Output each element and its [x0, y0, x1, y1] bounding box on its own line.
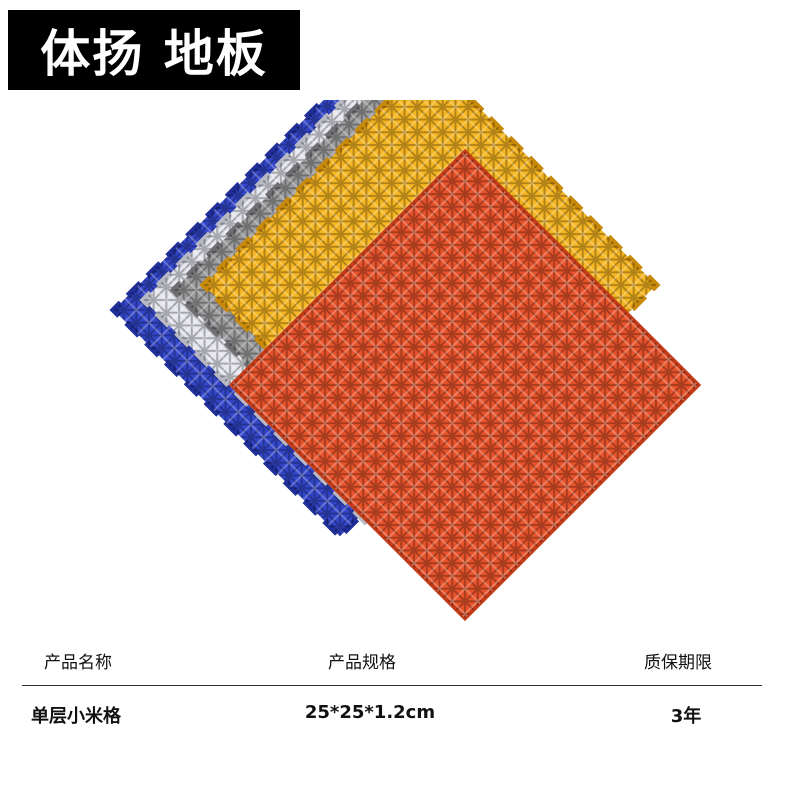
product-image: [109, 100, 702, 622]
table-cell: 25*25*1.2cm: [304, 702, 436, 723]
column-header: 产品名称: [44, 653, 112, 673]
table-cell: 单层小米格: [31, 706, 121, 727]
title: 体扬 地板: [40, 25, 268, 83]
column-header: 产品规格: [328, 653, 396, 673]
tile-stack: [109, 100, 702, 622]
title-badge: 体扬 地板: [8, 10, 300, 90]
column-header: 质保期限: [644, 653, 712, 673]
table-cell: 3年: [670, 706, 702, 727]
divider: [22, 685, 762, 686]
